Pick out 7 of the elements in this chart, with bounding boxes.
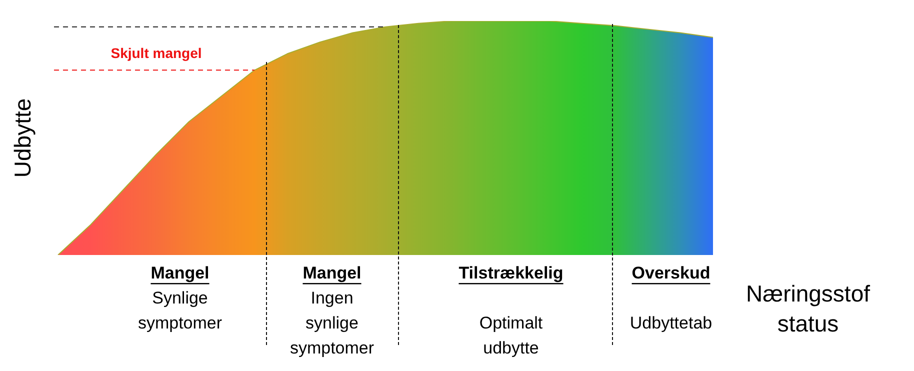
text: Overskud Udbyttetab bbox=[630, 264, 712, 333]
text: Tilstrækkelig Optimalt udbytte bbox=[458, 264, 564, 358]
y-axis-title: Udbytte bbox=[9, 98, 36, 178]
text: Mangel Ingen synlige symptomer bbox=[290, 264, 374, 358]
x-axis-title: Næringsstof status bbox=[746, 280, 871, 336]
text: Mangel Synlige symptomer bbox=[138, 264, 222, 333]
ref-line-label: Skjult mangel bbox=[110, 45, 202, 61]
